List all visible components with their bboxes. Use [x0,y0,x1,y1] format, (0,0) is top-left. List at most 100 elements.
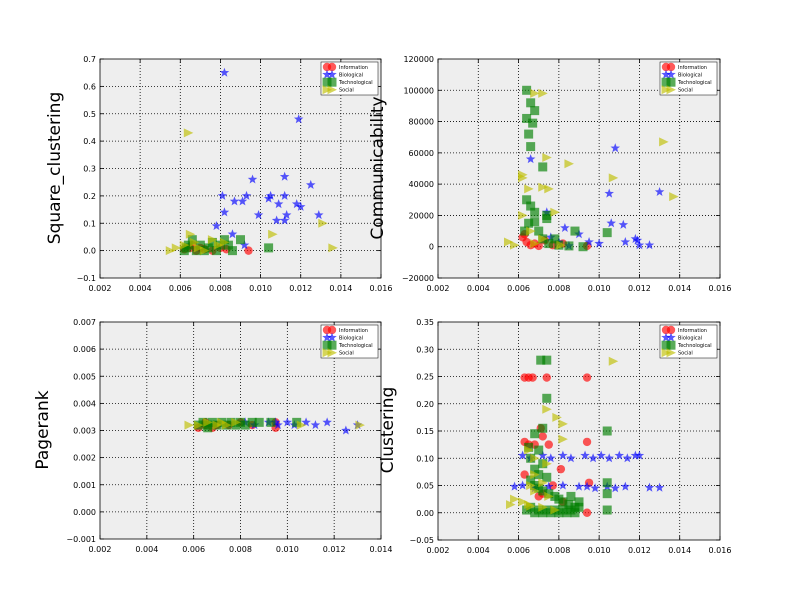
point-biological [247,174,258,184]
point-biological [341,425,351,435]
plot-frame [437,321,721,541]
point-social [544,184,554,194]
x-tick-label: 0.002 [89,545,112,554]
point-information [582,437,592,447]
point-social [659,137,669,147]
point-technological [198,417,208,427]
y-tick-label: −0.05 [409,536,434,545]
point-technological [564,241,574,251]
legend-marker-biological [327,332,337,342]
point-technological [544,489,554,499]
point-technological [538,423,548,433]
point-social [526,226,536,236]
point-social [183,128,194,138]
point-social [518,497,528,507]
legend-marker-social [322,85,332,95]
legend-label-social: Social [339,88,354,94]
point-social [542,404,552,414]
point-biological [614,450,625,460]
legend-label-biological: Biological [339,72,363,78]
point-technological [538,486,548,496]
point-social [542,153,552,163]
point-technological [520,226,530,236]
point-biological [305,179,316,189]
point-biological [594,238,604,248]
point-technological [181,243,191,253]
legend-marker-social [661,85,671,95]
point-social [193,420,204,430]
point-technological [550,234,560,244]
point-social [328,243,338,253]
point-technological [264,243,274,253]
point-technological [602,478,612,488]
point-social [526,481,536,490]
point-biological [314,210,324,220]
point-biological [588,453,598,463]
y-tick-label: 0.005 [73,372,96,381]
y-tick-label: 0.002 [73,454,96,463]
x-tick-label: 0.006 [182,545,205,554]
legend-marker-technological [661,340,671,350]
point-technological [524,129,534,139]
point-biological [632,235,643,245]
point-social [530,470,540,480]
point-biological [634,450,645,460]
y-tick-label: 0.006 [73,345,96,354]
point-biological [273,199,284,209]
point-social [510,240,520,250]
plot-frame [99,321,382,540]
point-technological [211,246,221,256]
x-tick-label: 0.004 [467,546,490,555]
y-tick-label: 0.003 [73,427,96,436]
point-technological [240,420,250,430]
legend-marker-information [327,62,337,72]
point-biological [604,188,614,198]
point-biological [509,481,520,491]
legend-label-technological: Technological [338,343,373,349]
point-social [518,173,528,183]
point-social [524,445,534,455]
y-tick-label: 0.25 [416,373,434,382]
point-technological [292,417,302,427]
point-social [213,240,224,250]
y-axis-label: Pagerank [33,390,53,469]
y-tick-label: 0.004 [73,399,96,408]
point-technological [227,246,237,256]
x-tick-label: 0.012 [628,284,651,293]
point-biological [279,171,290,181]
y-tick-label: 0.20 [416,400,434,409]
x-tick-label: 0.004 [135,545,158,554]
point-biological [293,114,304,124]
point-social [542,459,552,469]
point-biological [606,218,616,228]
x-tick-label: 0.008 [209,284,232,293]
legend-label-technological: Technological [677,80,712,86]
x-tick-label: 0.004 [129,284,152,293]
x-tick-label: 0.006 [169,284,192,293]
point-social [518,210,528,220]
point-social [558,419,568,429]
point-social [296,420,307,430]
legend-marker-social [666,85,676,95]
point-social [526,501,536,511]
legend-marker-social [327,85,337,95]
legend-marker-technological [322,77,332,87]
point-social [184,420,194,430]
legend-marker-technological [666,77,676,87]
point-technological [602,426,612,436]
point-biological [279,215,290,225]
x-tick-label: 0.008 [229,545,252,554]
point-social [189,237,200,247]
subplot-1: 0.002 0.004 0.006 0.008 0.010 0.012 0.014 0.016… [45,55,392,293]
y-axis-label: Clustering [378,387,398,474]
point-social [538,502,548,512]
point-biological [584,237,594,247]
x-tick-label: 0.010 [588,284,611,293]
x-tick-label: 0.014 [370,545,393,554]
point-technological [530,464,540,474]
point-technological [602,489,612,499]
legend-label-information: Information [678,328,707,334]
point-technological [203,423,213,433]
